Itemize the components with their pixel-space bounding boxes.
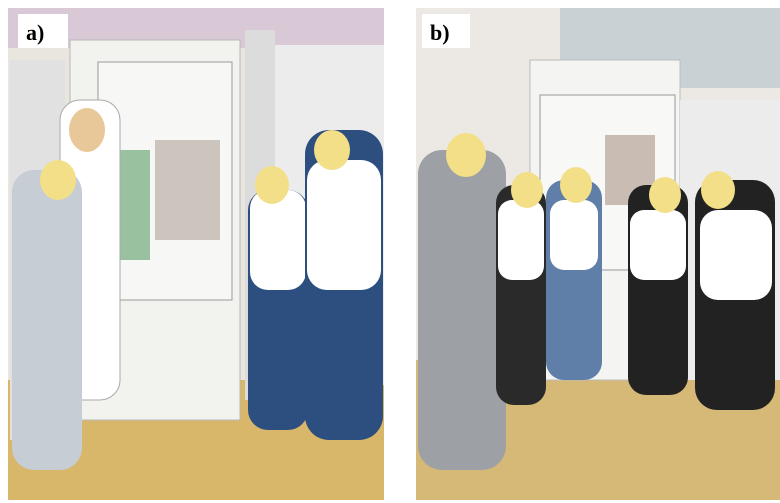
photo-b: b): [416, 8, 780, 500]
panel-label: a): [26, 20, 44, 45]
panel-label: b): [430, 20, 450, 45]
photo-a: a): [8, 8, 384, 500]
